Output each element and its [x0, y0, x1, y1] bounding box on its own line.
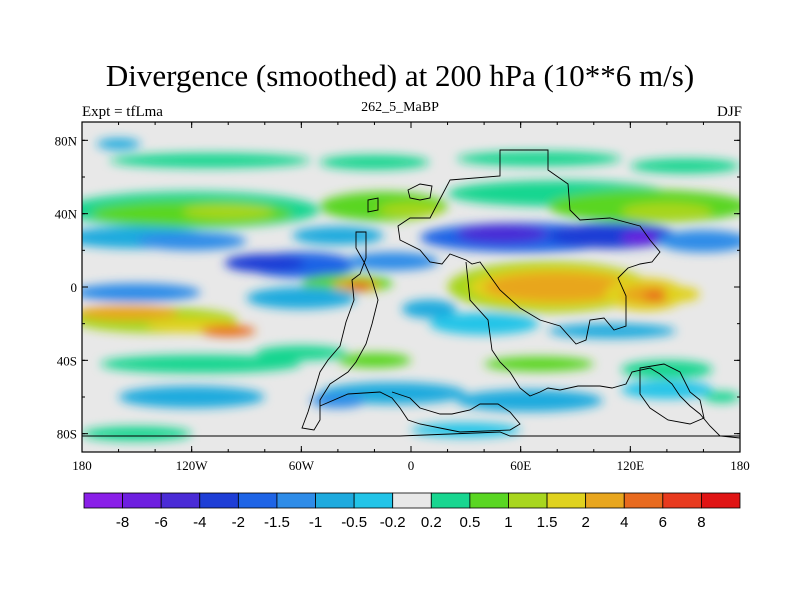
y-tick-label: 80N: [55, 133, 78, 148]
colorbar-label: -0.2: [380, 514, 406, 531]
x-tick-label: 180: [72, 458, 92, 473]
chart-title: Divergence (smoothed) at 200 hPa (10**6 …: [105, 58, 695, 93]
colorbar-label: -1: [309, 514, 322, 531]
colorbar-swatch: [508, 492, 548, 509]
colorbar-swatch: [546, 492, 587, 509]
colorbar-swatch: [83, 492, 123, 509]
colorbar-swatch: [353, 492, 394, 509]
colorbar-swatch: [276, 492, 316, 509]
colorbar-label: 4: [620, 514, 628, 531]
colorbar-label: -0.5: [341, 514, 367, 531]
colorbar-label: 8: [697, 514, 705, 531]
colorbar-swatch: [392, 492, 432, 509]
x-tick-label: 120E: [617, 458, 645, 473]
contour-field: [82, 122, 740, 452]
x-tick-label: 0: [408, 458, 415, 473]
colorbar-label: -6: [155, 514, 168, 531]
colorbar-swatch: [160, 492, 201, 509]
colorbar-label: -1.5: [264, 514, 290, 531]
colorbar-swatch: [237, 492, 278, 509]
colorbar-label: -8: [116, 514, 129, 531]
y-tick-label: 80S: [57, 427, 77, 442]
x-tick-label: 180: [730, 458, 750, 473]
coastline-layer: [82, 149, 740, 439]
x-tick-label: 120W: [176, 458, 209, 473]
x-tick-label: 60W: [289, 458, 315, 473]
colorbar-label: -4: [193, 514, 206, 531]
y-tick-label: 40S: [57, 353, 77, 368]
run-label: 262_5_MaBP: [361, 100, 439, 115]
colorbar-swatch: [315, 492, 355, 509]
y-tick-label: 0: [71, 280, 78, 295]
colorbar-label: 0.5: [459, 514, 480, 531]
colorbar-label: 1.5: [537, 514, 558, 531]
colorbar-swatch: [430, 492, 471, 509]
colorbar-label: 1: [504, 514, 512, 531]
colorbar-label: -2: [232, 514, 245, 531]
colorbar-swatch: [623, 492, 664, 509]
colorbar-label: 0.2: [421, 514, 442, 531]
season-label: DJF: [716, 104, 742, 120]
colorbar-swatch: [122, 492, 162, 509]
x-tick-label: 60E: [510, 458, 531, 473]
colorbar-swatch: [662, 492, 702, 509]
colorbar-label: 6: [659, 514, 667, 531]
colorbar-label: 2: [581, 514, 589, 531]
colorbar: -8 -6 -4 -2 -1.5 -1 -0.5 -0.2 0.2 0.5 1 1.5 2 4 6 8: [83, 492, 741, 531]
y-tick-label: 40N: [55, 207, 78, 222]
colorbar-swatch: [585, 492, 625, 509]
experiment-label: Expt = tfLma: [82, 104, 163, 120]
colorbar-swatch: [469, 492, 509, 509]
colorbar-swatch: [701, 492, 741, 509]
axis-ticks: 180 120W 60W 0 60E 120E 180 80N 40N 0 40S 80S: [55, 122, 750, 473]
colorbar-swatch: [199, 492, 239, 509]
